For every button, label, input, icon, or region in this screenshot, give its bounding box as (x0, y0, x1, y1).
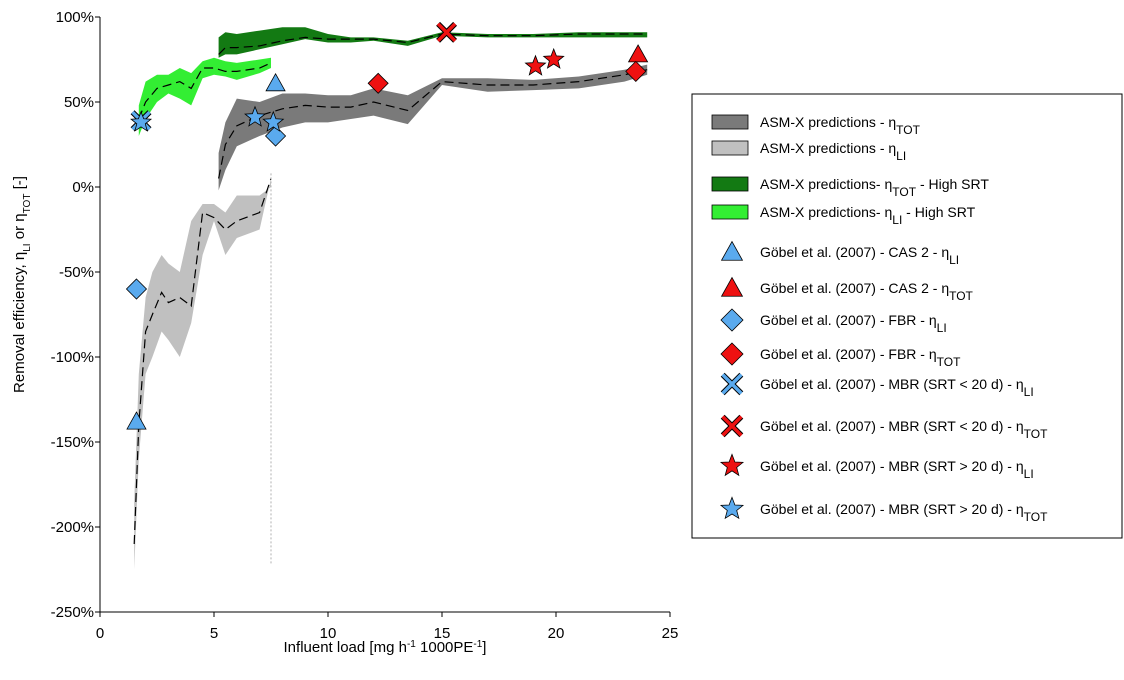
legend-entry-11: Göbel et al. (2007) - MBR (SRT > 20 d) -… (719, 496, 1048, 524)
legend-label: Göbel et al. (2007) - MBR (SRT > 20 d) -… (760, 458, 1034, 481)
legend-label: Göbel et al. (2007) - FBR - ηLI (760, 312, 947, 335)
marker-mbr_lt_tot-0 (436, 21, 458, 43)
marker-mbr_gt_tot-1 (244, 105, 267, 127)
legend-entry-2: ASM-X predictions- ηTOT - High SRT (711, 176, 989, 199)
marker-fbr_li-1 (264, 125, 287, 147)
marker-fbr_tot-1 (625, 60, 647, 82)
x-tick-label: 0 (96, 625, 104, 642)
legend-entry-4: Göbel et al. (2007) - CAS 2 - ηLI (720, 240, 959, 267)
x-tick-label: 25 (662, 625, 679, 642)
legend-marker (720, 240, 744, 261)
x-axis-label: Influent load [mg h-1 1000PE-1] (284, 639, 487, 657)
legend-label: Göbel et al. (2007) - MBR (SRT < 20 d) -… (760, 418, 1048, 441)
marker-mbr_gt_tot-2 (262, 110, 285, 132)
legend-entry-0: ASM-X predictions - ηTOT (711, 114, 921, 137)
prediction-bands (133, 27, 648, 570)
legend-label: Göbel et al. (2007) - CAS 2 - ηLI (760, 244, 959, 267)
legend-marker (720, 414, 744, 438)
legend-label: Göbel et al. (2007) - MBR (SRT > 20 d) -… (760, 501, 1048, 524)
legend-entry-7: Göbel et al. (2007) - FBR - ηTOT (720, 342, 961, 369)
y-axis-title: Removal efficiency, ηLI or ηTOT [-] (11, 176, 33, 393)
y-axis-label: Removal efficiency, ηLI or ηTOT [-] (11, 176, 33, 393)
marker-cas2_li-1 (265, 72, 286, 92)
band-tot (218, 64, 648, 191)
legend-entry-5: Göbel et al. (2007) - CAS 2 - ηTOT (720, 276, 974, 303)
legend-entry-1: ASM-X predictions - ηLI (711, 140, 906, 163)
legend-label: Göbel et al. (2007) - CAS 2 - ηTOT (760, 280, 974, 303)
y-tick-label: 50% (64, 94, 94, 111)
y-tick-label: -100% (51, 349, 94, 366)
y-tick-label: -150% (51, 434, 94, 451)
legend-entry-9: Göbel et al. (2007) - MBR (SRT < 20 d) -… (720, 414, 1048, 441)
x-tick-label: 15 (434, 625, 451, 642)
legend-label: ASM-X predictions - ηLI (760, 140, 906, 163)
x-tick-label: 10 (320, 625, 337, 642)
legend-label: ASM-X predictions - ηTOT (760, 114, 921, 137)
legend-label: ASM-X predictions- ηTOT - High SRT (760, 176, 989, 199)
legend-swatch (711, 204, 749, 220)
y-tick-label: -200% (51, 519, 94, 536)
measured-markers (125, 21, 649, 430)
band-li_high (138, 57, 271, 136)
band-li_high-mean-line (138, 62, 272, 120)
legend-entry-6: Göbel et al. (2007) - FBR - ηLI (720, 308, 947, 335)
legend-swatch (711, 176, 749, 192)
axes: 100% 50% 0% -50% -100% -150% -200% -250%0 5 10 15 2… (51, 9, 679, 642)
marker-fbr_li-0 (125, 278, 148, 300)
marker-mbr_gt_li-1 (542, 47, 565, 69)
legend-label: Göbel et al. (2007) - FBR - ηTOT (760, 346, 961, 369)
band-li-mean-line (133, 178, 272, 545)
marker-cas2_li-0 (126, 411, 147, 430)
legend-marker (720, 372, 744, 396)
marker-fbr_tot-0 (367, 72, 389, 94)
y-tick-label: 0% (72, 179, 94, 196)
legend-marker (720, 342, 744, 366)
legend-swatch (711, 114, 749, 130)
band-tot_high (218, 27, 648, 58)
marker-mbr_gt_tot-0 (130, 110, 153, 132)
band-li (134, 178, 271, 570)
legend-entry-3: ASM-X predictions- ηLI - High SRT (711, 204, 976, 227)
legend-marker (719, 453, 745, 477)
legend-box (691, 93, 1123, 539)
legend-marker (720, 308, 744, 332)
marker-cas2_tot-0 (627, 44, 649, 63)
y-tick-label: -250% (51, 604, 94, 621)
x-tick-label: 20 (548, 625, 565, 642)
marker-mbr_gt_li-0 (524, 54, 547, 76)
legend-entry-10: Göbel et al. (2007) - MBR (SRT > 20 d) -… (719, 453, 1034, 481)
legend: ASM-X predictions - ηTOT ASM-X prediction… (691, 93, 1123, 539)
x-axis-title: Influent load [mg h-1 1000PE-1] (284, 639, 487, 657)
y-tick-label: 100% (56, 9, 94, 26)
band-tot_high-mean-line (218, 33, 648, 55)
legend-marker (719, 496, 745, 520)
legend-swatch (711, 140, 749, 156)
legend-label: Göbel et al. (2007) - MBR (SRT < 20 d) -… (760, 376, 1034, 399)
legend-label: ASM-X predictions- ηLI - High SRT (760, 204, 976, 227)
x-tick-label: 5 (210, 625, 218, 642)
y-tick-label: -50% (59, 264, 94, 281)
legend-entry-8: Göbel et al. (2007) - MBR (SRT < 20 d) -… (720, 372, 1034, 399)
legend-marker (720, 276, 744, 297)
